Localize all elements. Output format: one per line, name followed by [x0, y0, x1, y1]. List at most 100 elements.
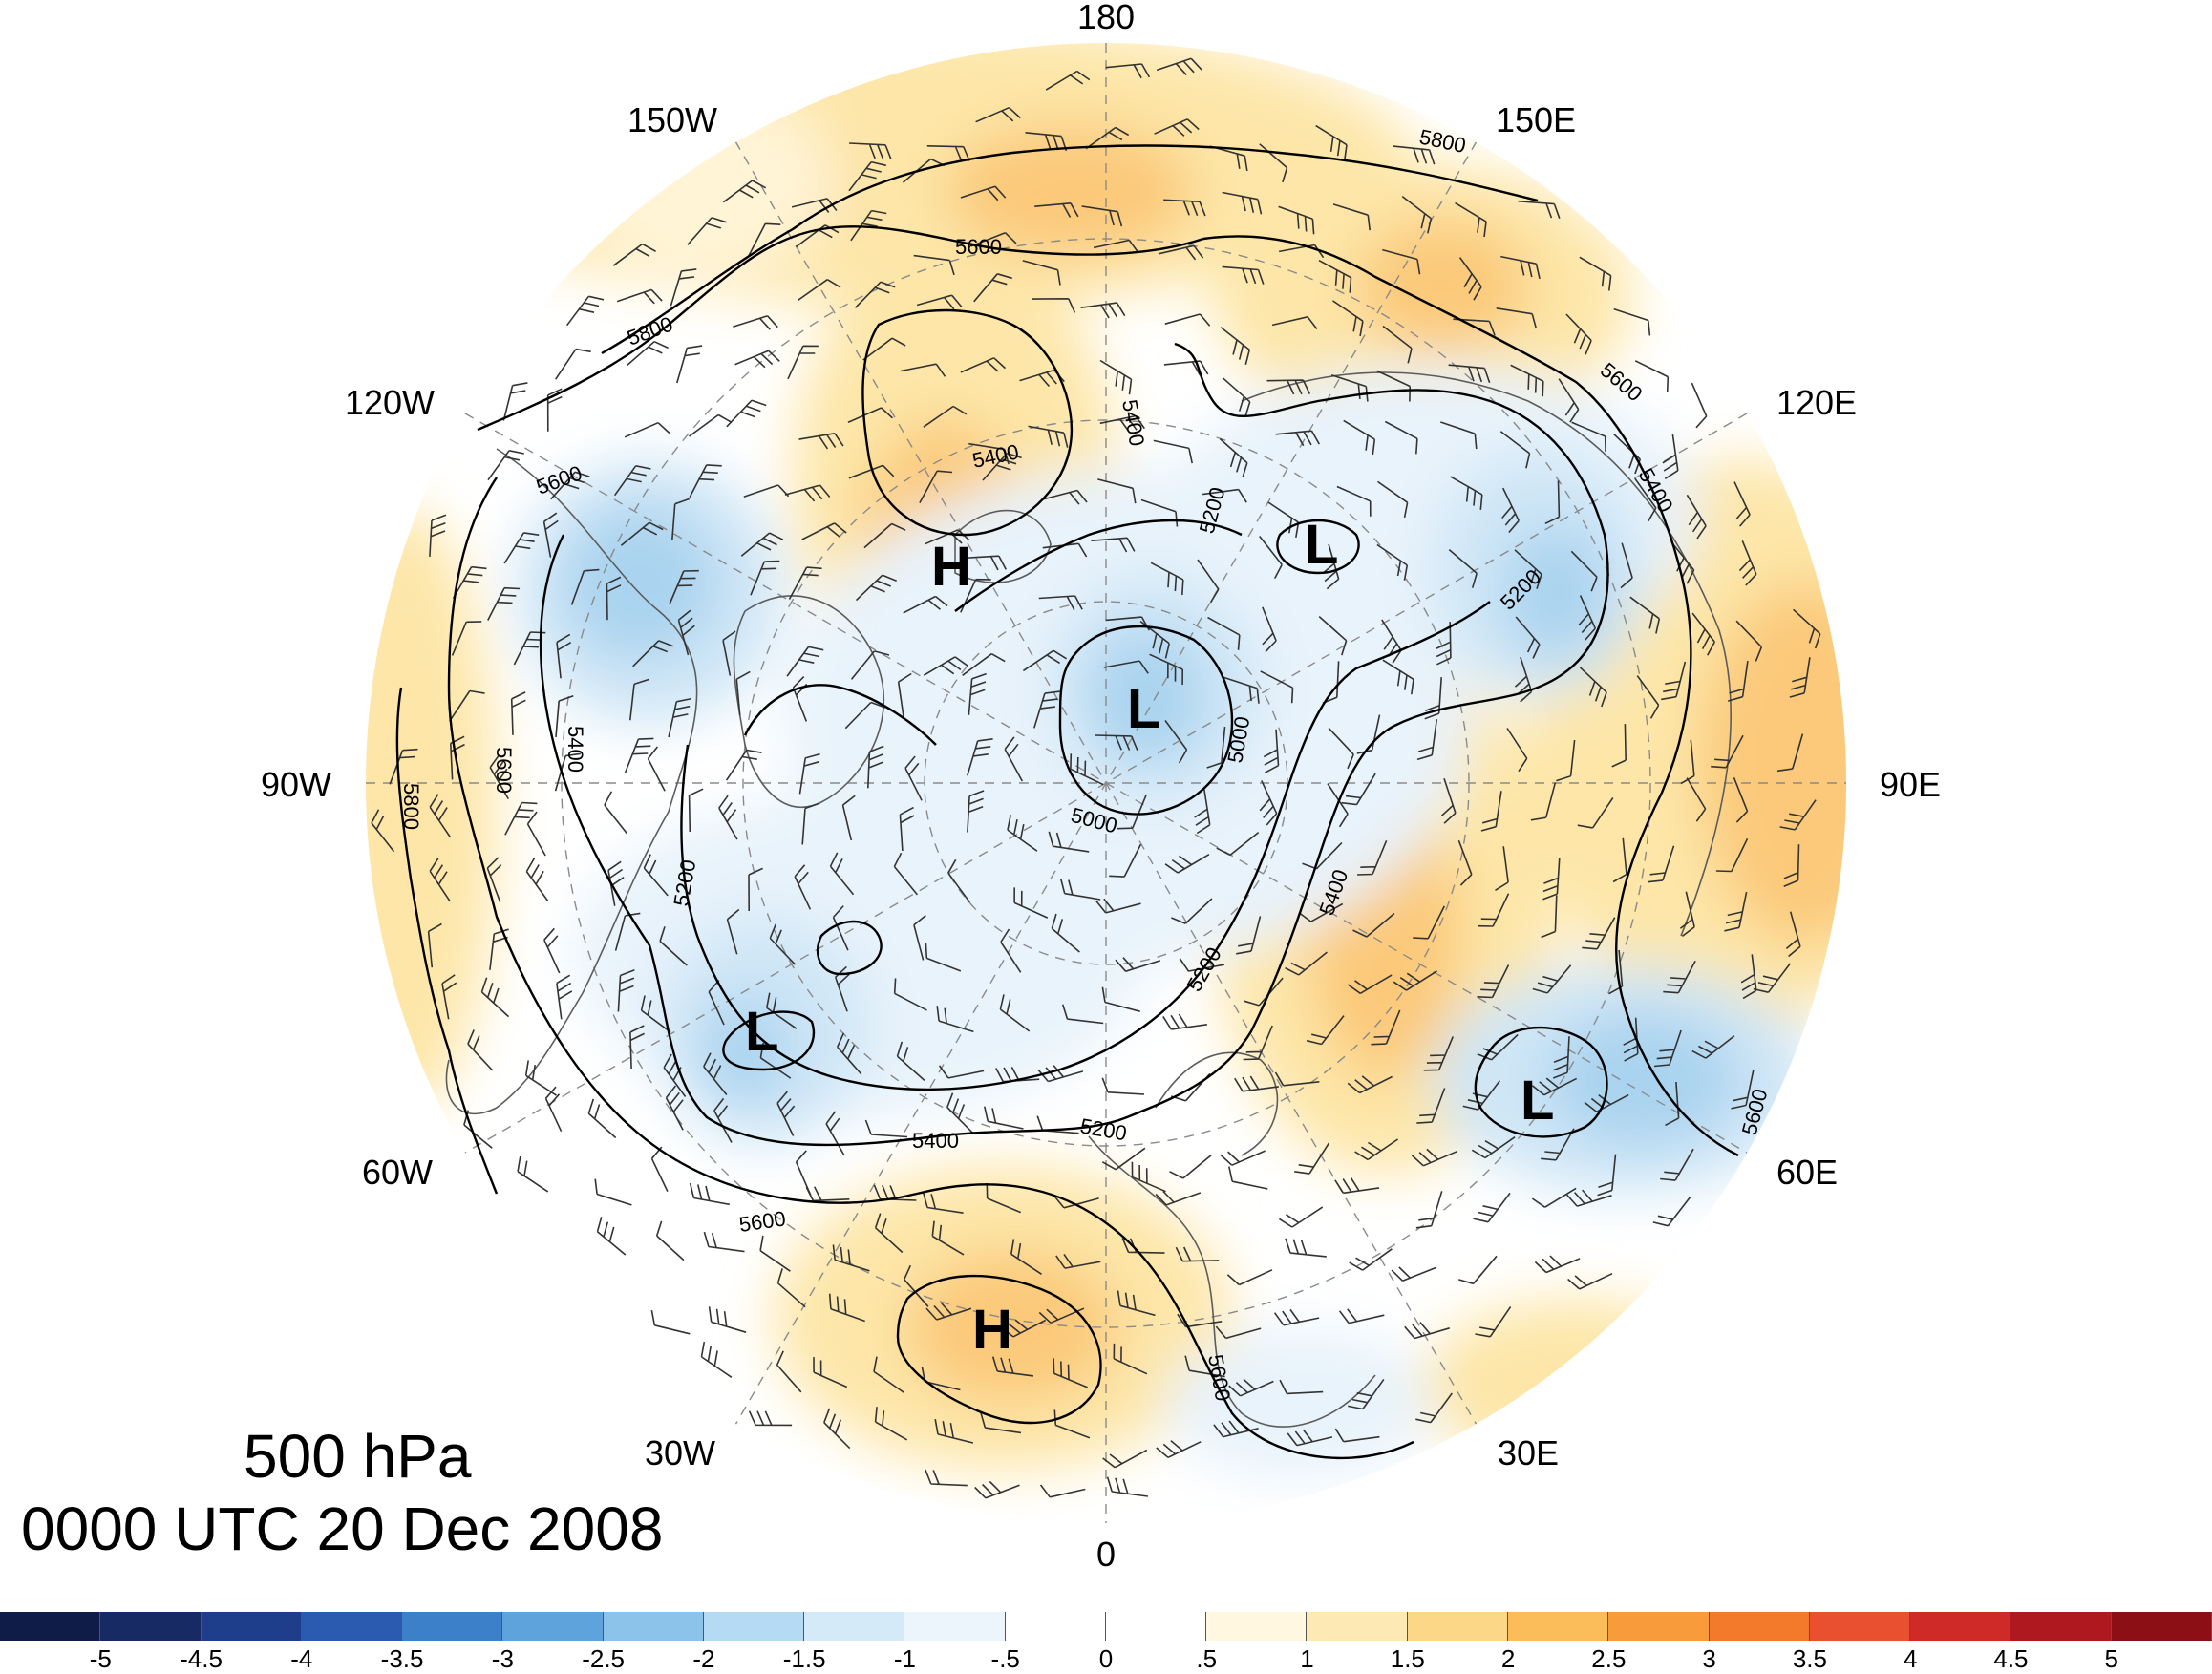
contour-5400 — [539, 342, 1609, 1147]
wind-barb — [1099, 359, 1133, 395]
wind-barb — [999, 994, 1031, 1032]
colorbar-swatch — [1709, 1612, 1810, 1641]
contour-5600 — [447, 477, 1414, 1459]
wind-barb — [1415, 1191, 1443, 1229]
wind-barb — [848, 160, 886, 192]
wind-barb — [1665, 1081, 1680, 1127]
cold-anomaly-region — [564, 506, 716, 659]
colorbar-swatch — [1407, 1612, 1508, 1641]
wind-barb — [1715, 837, 1749, 873]
wind-barb — [1584, 1093, 1629, 1113]
wind-barb — [480, 977, 510, 1018]
wind-barb — [849, 142, 892, 159]
wind-barb — [429, 858, 451, 902]
wind-barb — [1462, 1080, 1501, 1111]
wind-barb — [1000, 928, 1022, 973]
geopotential-height-contours — [395, 144, 1739, 1459]
wind-barb — [1215, 1325, 1262, 1340]
wind-barb — [1093, 239, 1139, 253]
wind-barb — [1531, 1187, 1577, 1208]
wind-barb — [617, 969, 635, 1012]
colorbar-tick-label: 2 — [1500, 1644, 1516, 1673]
wind-barb — [1793, 608, 1821, 649]
wind-barb — [1038, 595, 1083, 611]
wind-barb — [669, 569, 699, 605]
wind-barb — [1776, 733, 1804, 773]
wind-barb — [1149, 653, 1183, 686]
wind-barb — [594, 1178, 632, 1206]
wind-barb — [904, 755, 923, 801]
wind-barb — [1318, 616, 1348, 656]
contour-5400 — [861, 308, 1074, 537]
wind-barb — [1053, 1358, 1089, 1388]
wind-barb — [1691, 1035, 1735, 1059]
wind-barb — [1634, 360, 1670, 392]
wind-barb — [938, 1065, 985, 1079]
wind-barb — [502, 382, 528, 421]
wind-barb — [1341, 773, 1376, 806]
wind-barb — [555, 348, 591, 380]
wind-barb — [925, 1303, 972, 1321]
contour-5600 — [477, 225, 1739, 1157]
wind-barb — [1164, 854, 1210, 874]
wind-barb — [1164, 720, 1188, 764]
wind-barb — [748, 1410, 793, 1427]
wind-barb — [848, 464, 895, 479]
wind-barb — [797, 279, 841, 302]
wind-barb — [1552, 1036, 1570, 1079]
wind-barb — [1731, 1070, 1755, 1110]
wind-barb — [973, 273, 1012, 303]
wind-barb — [960, 185, 1007, 201]
wind-barb — [1371, 1009, 1401, 1046]
wind-barb — [449, 689, 485, 722]
wind-barb — [1177, 1313, 1223, 1328]
wind-barb — [962, 555, 1008, 571]
wind-barb — [1041, 489, 1088, 505]
warm-anomaly-region — [1356, 220, 1528, 353]
north-america-coast — [445, 448, 698, 1115]
wind-barb — [1222, 191, 1263, 215]
colorbar-tick-label: 5 — [2104, 1644, 2118, 1673]
wind-barb — [1222, 265, 1265, 285]
wind-barb — [1150, 562, 1184, 595]
wind-barb — [1382, 248, 1421, 275]
wind-barb — [735, 670, 751, 716]
wind-barb — [1156, 1440, 1202, 1459]
wind-barb — [441, 974, 457, 1020]
wind-barb — [1738, 540, 1757, 586]
wind-barb — [748, 867, 763, 912]
wind-barb — [991, 1356, 1034, 1377]
wind-barb — [850, 209, 887, 242]
wind-barb — [1623, 1017, 1639, 1062]
wind-barb — [1457, 839, 1473, 886]
wind-barb — [1458, 257, 1482, 301]
colorbar-swatch — [0, 1612, 101, 1641]
wind-barb — [1448, 548, 1478, 588]
wind-barb — [766, 992, 798, 1029]
wind-barb — [1518, 200, 1561, 219]
wind-barb — [1332, 203, 1371, 231]
wind-barb — [1531, 1077, 1578, 1096]
wind-barb — [864, 1119, 908, 1138]
wind-barb — [1175, 1246, 1220, 1262]
wind-barb — [813, 1357, 848, 1388]
wind-barb — [626, 340, 669, 367]
wind-barb — [787, 345, 819, 380]
wind-barb — [570, 568, 600, 605]
colorbar-tick-label: -1 — [893, 1644, 917, 1673]
wind-barb — [718, 795, 738, 840]
wind-barb — [936, 1006, 974, 1033]
cold-anomaly-region — [1165, 1327, 1433, 1480]
wind-barb — [1095, 898, 1141, 914]
colorbar-swatch — [904, 1612, 1006, 1641]
wind-barb — [980, 1412, 1022, 1434]
wind-barb — [629, 678, 649, 721]
wind-barb — [1660, 1148, 1694, 1181]
wind-barb — [1271, 316, 1318, 329]
colorbar-tick-label: -2.5 — [582, 1644, 626, 1673]
wind-barb — [1611, 724, 1627, 768]
wind-barb — [1169, 1155, 1212, 1179]
wind-barb — [1206, 726, 1226, 769]
colorbar-tick-label: 1 — [1300, 1644, 1314, 1673]
colorbar-tick-label: 3 — [1702, 1644, 1716, 1673]
